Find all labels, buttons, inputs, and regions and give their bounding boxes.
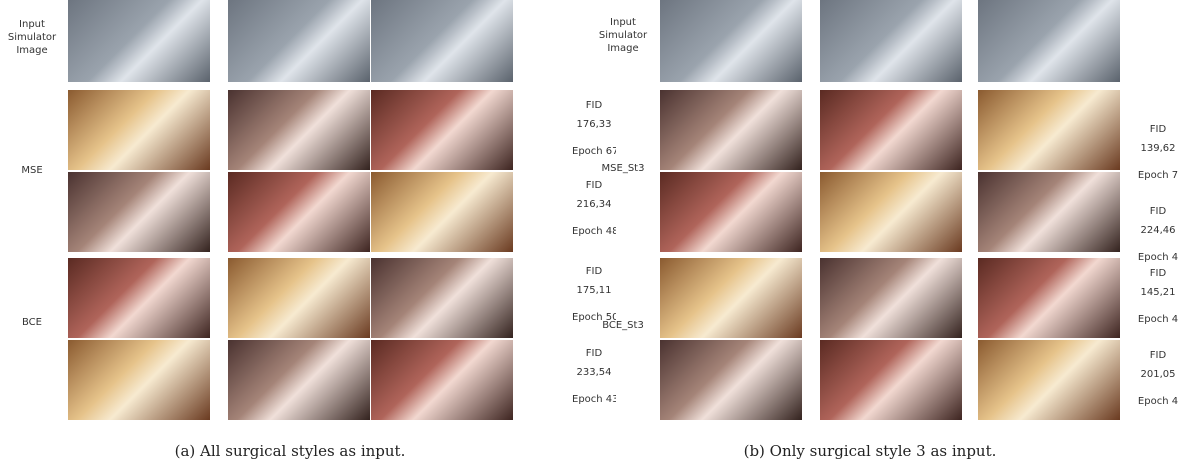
epoch-label: Epoch 7 [1136,170,1178,181]
input-label: Input [0,18,64,31]
input-label: Input [590,16,656,29]
output-image [660,258,802,338]
metric-label: FID [1136,350,1178,361]
fid-score: 175,11 [572,285,616,296]
metric-label: FID [572,100,616,111]
output-image [68,340,210,420]
figure: {"panels": [ {"input_label": ["Input", "… [0,0,1178,470]
metric-label: FID [1136,268,1178,279]
metric-label: FID [1136,124,1178,135]
output-image [820,172,962,252]
output-image [228,340,370,420]
fid-score: 139,62 [1136,143,1178,154]
input-image [68,0,210,82]
input-label: Image [0,44,64,57]
output-image [228,172,370,252]
output-image [660,340,802,420]
epoch-label: Epoch 67 [572,146,616,157]
output-image [371,90,513,170]
input-image [660,0,802,82]
fid-score: 224,46 [1136,225,1178,236]
caption: (a) All surgical styles as input. [40,442,540,460]
metric-label: FID [572,180,616,191]
output-image [660,90,802,170]
epoch-label: Epoch 48 [572,226,616,237]
input-label: Simulator [0,31,64,44]
input-image [820,0,962,82]
row-label: MSE_St3 [590,162,656,175]
caption: (b) Only surgical style 3 as input. [620,442,1120,460]
output-image [820,340,962,420]
output-image [68,172,210,252]
fid-score: 176,33 [572,119,616,130]
output-image [978,340,1120,420]
output-image [68,90,210,170]
fid-score: 201,05 [1136,369,1178,380]
metric-label: FID [1136,206,1178,217]
output-image [978,258,1120,338]
output-image [660,172,802,252]
output-image [371,340,513,420]
epoch-label: Epoch 4 [1136,396,1178,407]
fid-score: 145,21 [1136,287,1178,298]
row-label: MSE [0,164,64,177]
input-label: Image [590,42,656,55]
epoch-label: Epoch 4 [1136,314,1178,325]
input-image [371,0,513,82]
epoch-label: Epoch 4 [1136,252,1178,263]
epoch-label: Epoch 43 [572,394,616,405]
output-image [371,172,513,252]
output-image [228,258,370,338]
output-image [978,90,1120,170]
output-image [68,258,210,338]
output-image [228,90,370,170]
metric-label: FID [572,348,616,359]
row-label: BCE [0,316,64,329]
fid-score: 216,34 [572,199,616,210]
input-label: Simulator [590,29,656,42]
input-image [978,0,1120,82]
fid-score: 233,54 [572,367,616,378]
output-image [820,90,962,170]
row-label: BCE_St3 [590,319,656,332]
output-image [820,258,962,338]
output-image [978,172,1120,252]
input-image [228,0,370,82]
metric-label: FID [572,266,616,277]
output-image [371,258,513,338]
